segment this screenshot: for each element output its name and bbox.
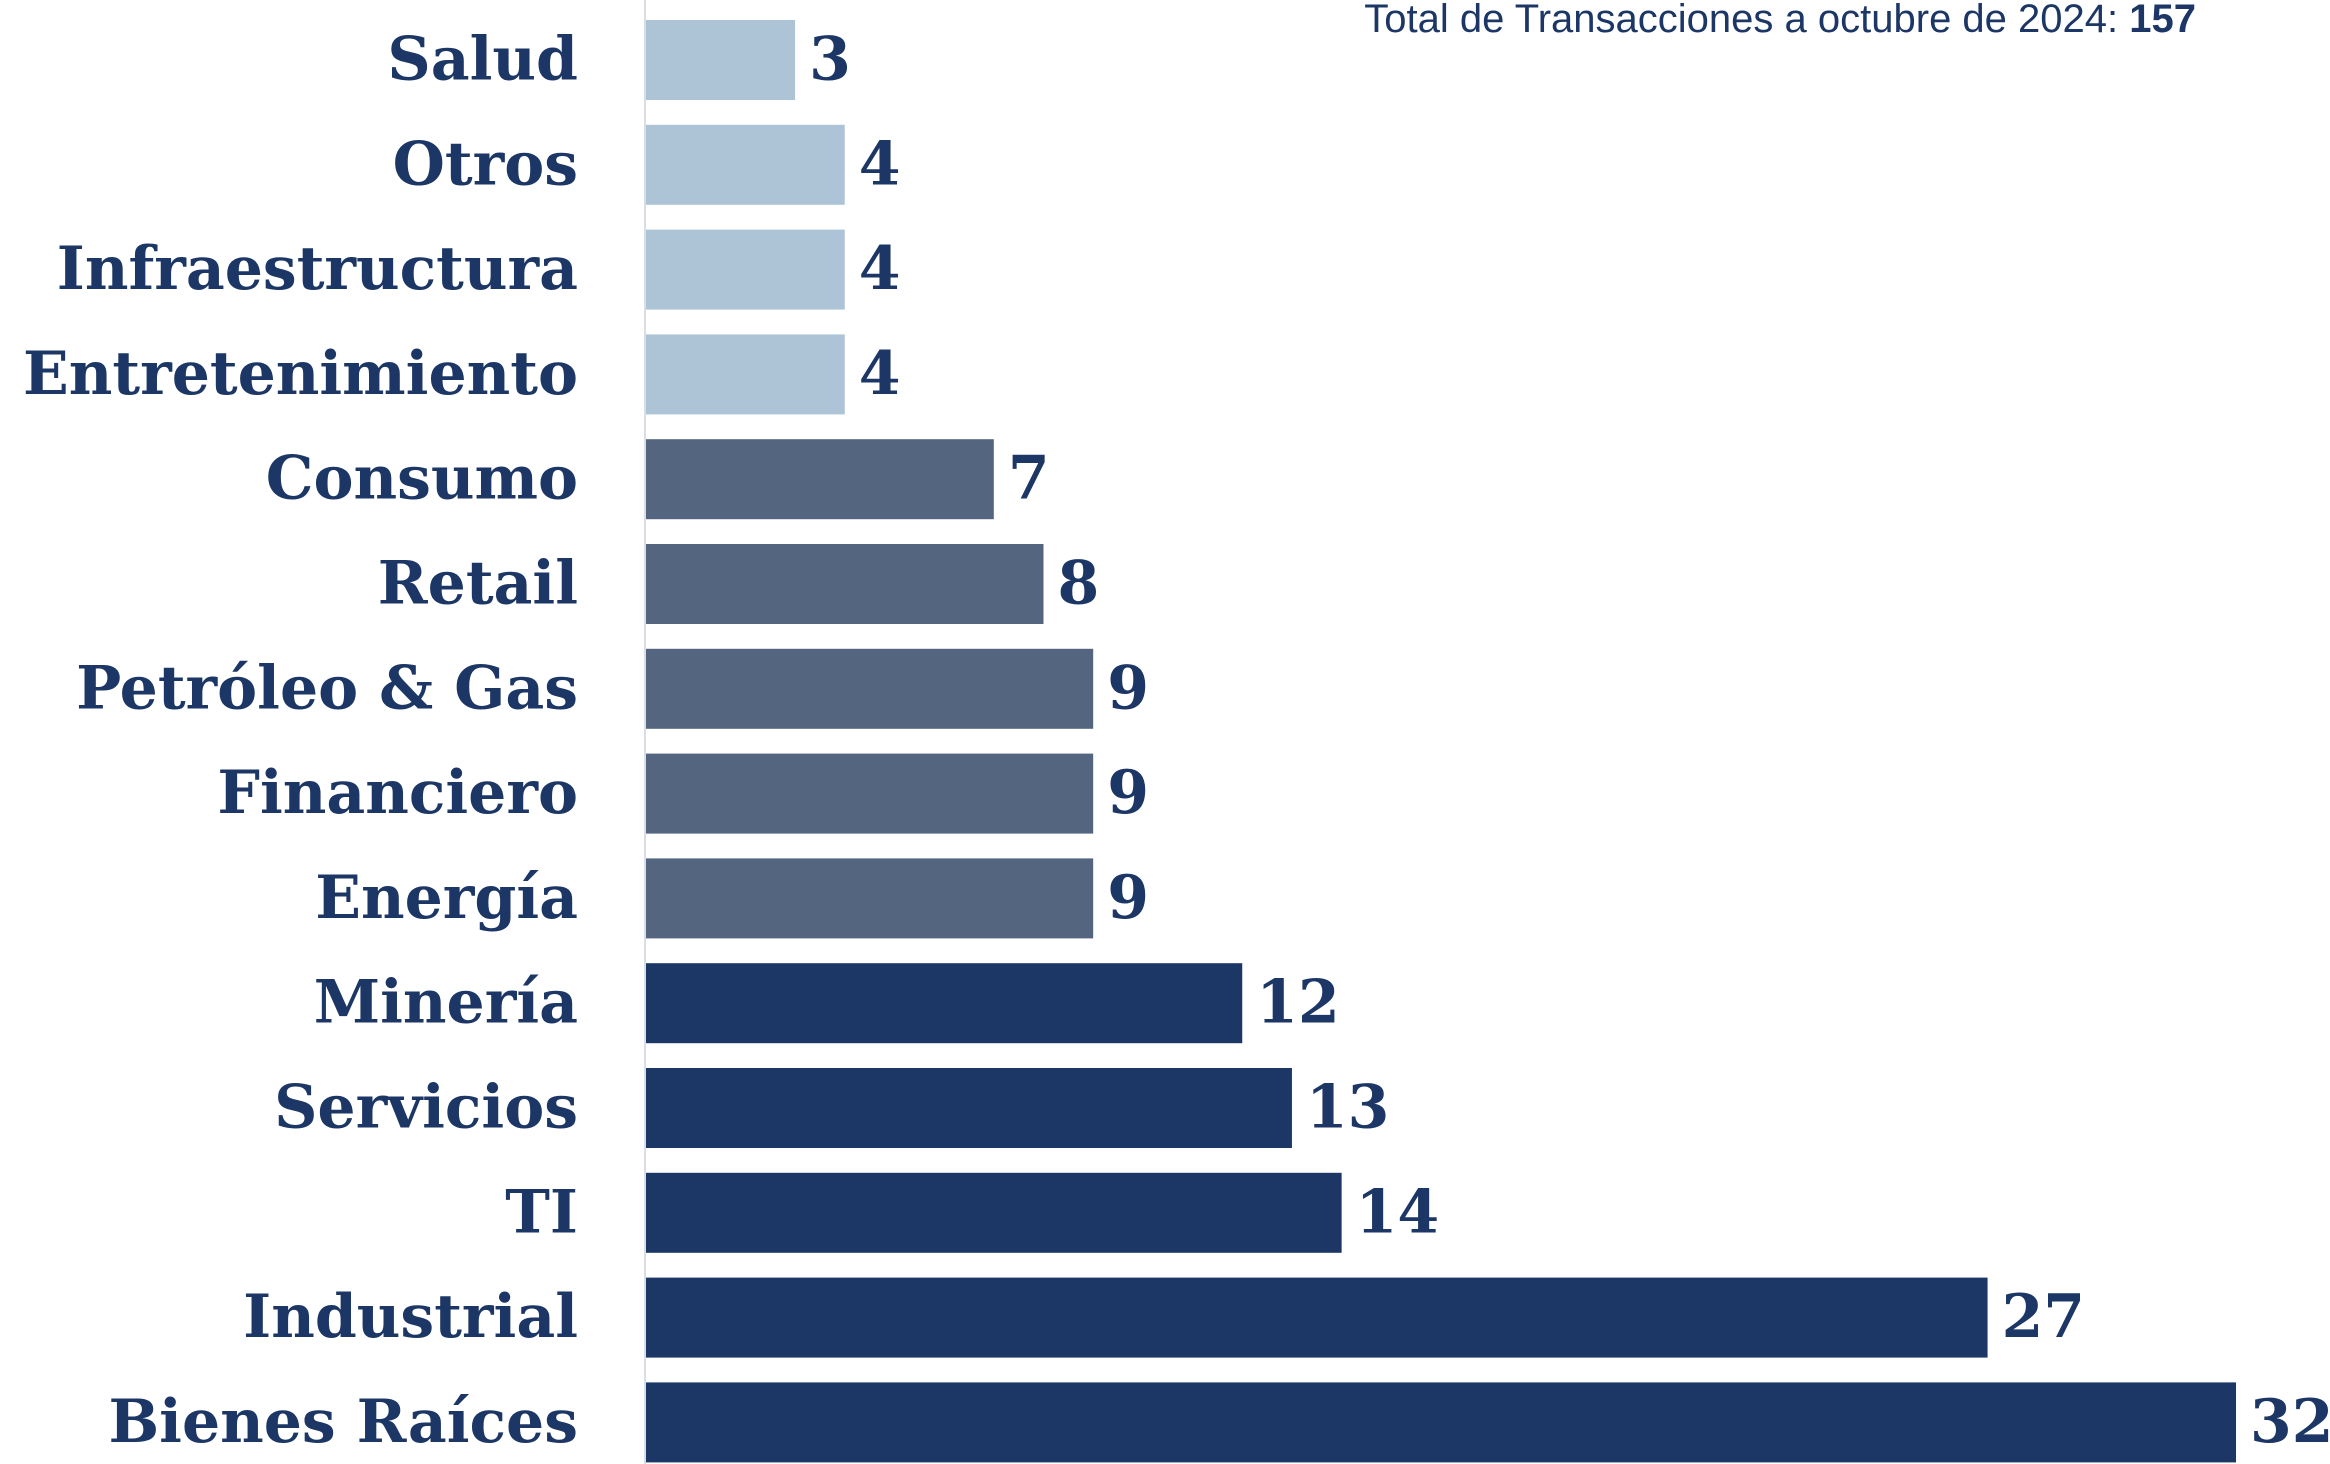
- annotation-label: Total de Transacciones a octubre de 2024…: [1364, 0, 2118, 41]
- bar: [646, 334, 845, 415]
- category-label: Retail: [378, 549, 578, 619]
- category-label: Energía: [315, 863, 578, 933]
- bar: [646, 648, 1094, 729]
- bar: [646, 229, 845, 310]
- category-label: Bienes Raíces: [108, 1387, 578, 1457]
- category-label: Consumo: [266, 444, 578, 514]
- category-label: Petróleo & Gas: [76, 653, 578, 723]
- value-label: 32: [2250, 1387, 2330, 1457]
- bar: [646, 1277, 1988, 1358]
- bar: [646, 963, 1243, 1044]
- value-label: 9: [1107, 653, 1149, 723]
- category-label: Minería: [314, 968, 578, 1038]
- bar: [646, 753, 1094, 834]
- category-label: Infraestructura: [57, 234, 578, 304]
- value-label: 27: [2002, 1282, 2086, 1352]
- value-label: 14: [1356, 1177, 1440, 1247]
- bar: [646, 1172, 1342, 1253]
- bar: [646, 858, 1094, 939]
- value-label: 4: [859, 129, 901, 199]
- category-label: Financiero: [217, 758, 578, 828]
- value-label: 4: [859, 339, 901, 409]
- annotation-value: 157: [2129, 0, 2196, 41]
- category-label: TI: [505, 1177, 578, 1247]
- value-label: 8: [1058, 549, 1100, 619]
- value-label: 13: [1306, 1073, 1390, 1143]
- value-label: 3: [809, 25, 851, 95]
- value-label: 12: [1256, 968, 1340, 1038]
- bar: [646, 1068, 1292, 1148]
- category-label: Otros: [393, 129, 578, 199]
- category-label: Entretenimiento: [23, 339, 578, 409]
- value-label: 4: [859, 234, 901, 304]
- category-label: Salud: [387, 25, 578, 95]
- bar: [646, 439, 994, 520]
- annotation: Total de Transacciones a octubre de 2024…: [1364, 0, 2196, 41]
- category-label: Industrial: [243, 1282, 578, 1352]
- bar: [646, 124, 845, 205]
- category-label: Servicios: [274, 1073, 578, 1143]
- bar: [646, 20, 796, 100]
- bar: [646, 544, 1044, 624]
- value-label: 9: [1107, 863, 1149, 933]
- bar: [646, 1382, 2236, 1463]
- value-label: 9: [1107, 758, 1149, 828]
- value-label: 7: [1008, 444, 1050, 514]
